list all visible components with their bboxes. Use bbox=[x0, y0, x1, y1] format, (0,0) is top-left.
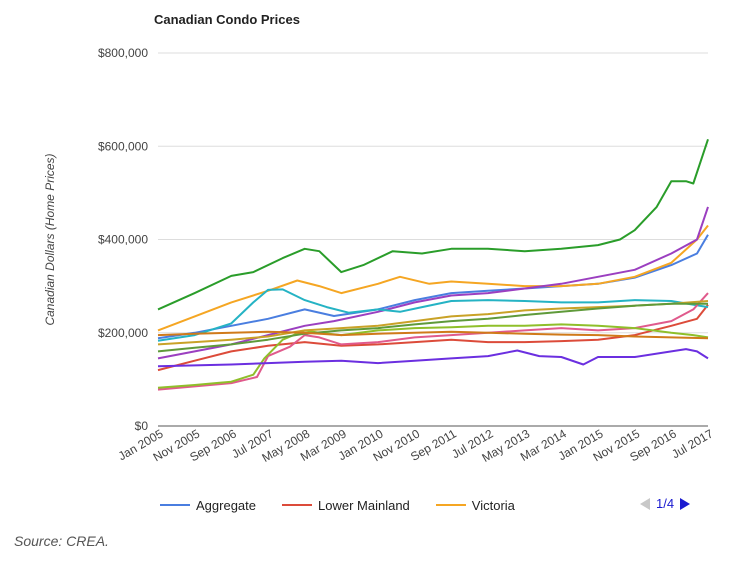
line-chart: $0 $200,000 $400,000 $600,000 $800,000 Canadi… bbox=[43, 46, 716, 465]
source-note: Source: CREA. bbox=[14, 533, 109, 549]
legend-swatch-victoria bbox=[435, 504, 466, 506]
legend-page-label: 1/4 bbox=[656, 496, 675, 511]
x-tick-label-15: Jul 2017 bbox=[669, 426, 716, 461]
y-tick-label-0: $0 bbox=[135, 419, 149, 433]
series-line-10 bbox=[157, 302, 708, 353]
legend-swatch-lower-mainland bbox=[282, 504, 312, 506]
y-tick-label-3: $600,000 bbox=[98, 139, 148, 153]
legend-item-victoria[interactable]: Victoria bbox=[435, 497, 515, 513]
series-line-11 bbox=[157, 330, 709, 340]
y-tick-label-4: $800,000 bbox=[98, 46, 148, 60]
y-axis-label: Canadian Dollars (Home Prices) bbox=[43, 153, 57, 325]
series-line-5 bbox=[157, 288, 709, 342]
legend: Aggregate Lower Mainland Victoria bbox=[160, 496, 541, 514]
chart-title: Canadian Condo Prices bbox=[154, 12, 300, 27]
legend-next-arrow-icon[interactable] bbox=[680, 497, 691, 510]
legend-swatch-aggregate bbox=[160, 504, 190, 506]
y-tick-label-1: $200,000 bbox=[98, 326, 148, 340]
legend-prev-arrow-icon[interactable] bbox=[640, 497, 650, 510]
legend-label-victoria: Victoria bbox=[471, 497, 515, 513]
legend-label-aggregate: Aggregate bbox=[196, 497, 256, 513]
legend-pager: 1/4 bbox=[640, 496, 691, 511]
series-line-7 bbox=[157, 323, 709, 389]
series-line-3 bbox=[157, 138, 709, 311]
legend-label-lower-mainland: Lower Mainland bbox=[318, 497, 410, 513]
y-tick-label-2: $400,000 bbox=[98, 233, 148, 247]
legend-item-aggregate[interactable]: Aggregate bbox=[160, 498, 256, 513]
series-line-8 bbox=[157, 348, 709, 368]
series-line-1 bbox=[157, 304, 709, 372]
legend-item-lower-mainland[interactable]: Lower Mainland bbox=[282, 498, 410, 513]
series-line-0 bbox=[157, 234, 709, 340]
